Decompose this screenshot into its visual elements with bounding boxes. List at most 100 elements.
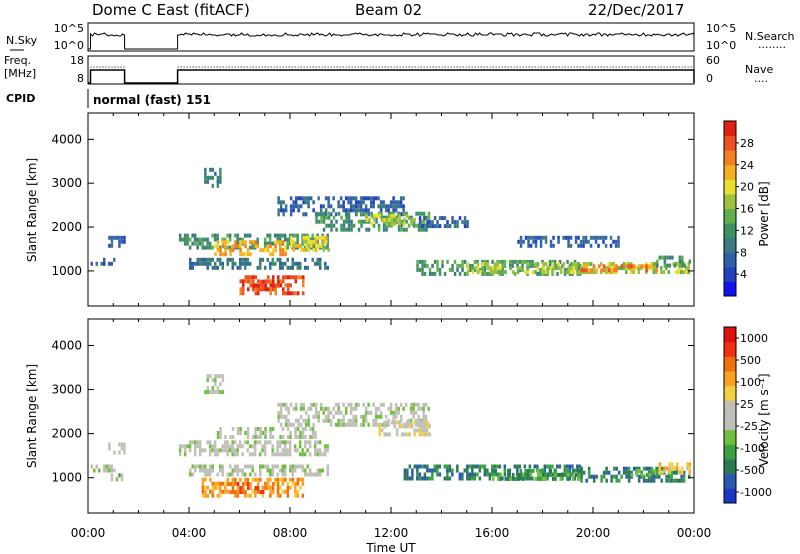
freq-strip: Freq. [MHz] 18 8 60 0 Nave .... xyxy=(4,54,773,85)
power-colorbar-swatch-2 xyxy=(724,252,736,268)
freq-right-tick-bottom: 0 xyxy=(706,72,713,85)
velocity-colorbar-label: Velocity [m s⁻¹] xyxy=(757,373,771,466)
power-colorbar-swatch-4 xyxy=(724,223,736,239)
power-colorbar-swatch-11 xyxy=(724,121,736,137)
power-patch-9 xyxy=(277,196,405,217)
cpid-value: normal (fast) 151 xyxy=(93,93,211,107)
velocity-xtick-label-6: 00:00 xyxy=(677,526,712,540)
velocity-ytick-label-0: 1000 xyxy=(51,471,82,485)
power-patch-11 xyxy=(365,213,416,226)
nsky-trace xyxy=(88,32,695,50)
freq-right-tick-top: 60 xyxy=(706,54,720,67)
power-colorbar-swatch-7 xyxy=(724,179,736,195)
velocity-colorbar-swatch-11 xyxy=(724,327,736,343)
power-patch-4 xyxy=(214,240,287,257)
power-data-patches xyxy=(90,167,692,296)
power-ytick-label-3: 4000 xyxy=(51,132,82,146)
velocity-colorbar-swatch-1 xyxy=(724,473,736,489)
power-patch-6 xyxy=(189,257,329,270)
velocity-patch-5 xyxy=(216,427,317,439)
velocity-colorbar: 1000 500 100 25 -25 -100 -500 -1000 xyxy=(723,326,772,504)
velocity-patch-8 xyxy=(226,482,280,495)
power-patch-1 xyxy=(108,235,126,248)
velocity-colorbar-swatch-7 xyxy=(724,385,736,401)
header: Dome C East (fitACF) Beam 02 22/Dec/2017 xyxy=(92,1,684,19)
velocity-colorbar-swatch-9 xyxy=(724,356,736,372)
power-colorbar-swatch-1 xyxy=(724,266,736,282)
velocity-patch-1 xyxy=(108,442,126,455)
power-patch-2 xyxy=(204,167,222,188)
power-colorbar-swatch-8 xyxy=(724,164,736,180)
freq-label: Freq. xyxy=(4,54,31,67)
velocity-colorbar-label-4: -25 xyxy=(740,420,758,433)
nsky-frame xyxy=(87,22,695,52)
power-y-axis: 1000 2000 3000 4000 xyxy=(51,132,694,278)
freq-trace xyxy=(88,66,695,84)
nsky-right-tick-top: 10^5 xyxy=(706,22,736,35)
power-patch-0 xyxy=(90,257,116,266)
velocity-panel: 1000 2000 3000 4000 00:00 04:00 08:00 12:00 16:… xyxy=(25,318,772,554)
power-colorbar-swatch-9 xyxy=(724,150,736,166)
velocity-xtick-label-1: 04:00 xyxy=(172,526,207,540)
velocity-patch-2 xyxy=(110,473,124,482)
velocity-y-axis-label: Slant Range [km] xyxy=(25,364,39,468)
velocity-colorbar-swatch-6 xyxy=(724,400,736,416)
velocity-data-patches xyxy=(90,374,692,498)
power-panel: 1000 2000 3000 4000 Slant Range [km] 4 8 12 16… xyxy=(25,112,771,307)
freq-line xyxy=(88,69,695,84)
power-colorbar-label: Power [dB] xyxy=(757,181,771,246)
power-colorbar-label-1: 8 xyxy=(740,246,747,259)
power-x-axis xyxy=(87,113,695,306)
power-ytick-label-0: 1000 xyxy=(51,264,82,278)
power-patch-5 xyxy=(290,235,330,252)
velocity-ytick-label-2: 3000 xyxy=(51,383,82,397)
cpid-label: CPID xyxy=(6,92,35,105)
velocity-patch-0 xyxy=(90,464,116,473)
power-patch-16 xyxy=(580,264,658,273)
velocity-ytick-label-1: 2000 xyxy=(51,427,82,441)
power-colorbar-swatch-5 xyxy=(724,208,736,224)
velocity-colorbar-swatch-4 xyxy=(724,429,736,445)
velocity-colorbar-frame xyxy=(723,326,737,504)
nsky-right-tick-bottom: 10^0 xyxy=(706,39,736,52)
power-colorbar-label-6: 28 xyxy=(740,137,754,150)
velocity-colorbar-label-7: -1000 xyxy=(740,486,772,499)
velocity-patch-10 xyxy=(378,420,431,437)
velocity-xtick-label-3: 12:00 xyxy=(374,526,409,540)
velocity-colorbar-swatch-8 xyxy=(724,371,736,387)
velocity-colorbar-label-0: 1000 xyxy=(740,332,768,345)
velocity-colorbar-swatch-3 xyxy=(724,444,736,460)
power-ytick-label-1: 2000 xyxy=(51,220,82,234)
nsky-left-tick-bottom: 10^0 xyxy=(54,39,84,52)
cpid-strip: CPID normal (fast) 151 xyxy=(6,89,211,108)
velocity-patch-6 xyxy=(189,464,329,477)
velocity-patch-12 xyxy=(492,468,582,481)
velocity-x-axis: 00:00 04:00 08:00 12:00 16:00 20:00 00:00 xyxy=(71,319,712,540)
velocity-colorbar-label-1: 500 xyxy=(740,354,761,367)
velocity-xtick-label-4: 16:00 xyxy=(475,526,510,540)
power-y-axis-label: Slant Range [km] xyxy=(25,158,39,262)
power-colorbar: 4 8 12 16 20 24 28 xyxy=(723,120,754,297)
velocity-patch-3 xyxy=(204,374,225,395)
date-title: 22/Dec/2017 xyxy=(588,1,684,19)
power-patch-12 xyxy=(418,216,469,229)
power-colorbar-label-2: 12 xyxy=(740,224,754,237)
nave-label: Nave xyxy=(745,63,773,76)
freq-left-tick-top: 18 xyxy=(70,54,84,67)
velocity-xtick-label-2: 08:00 xyxy=(273,526,308,540)
nsearch-label: N.Search xyxy=(745,30,795,43)
velocity-colorbar-swatch-10 xyxy=(724,341,736,357)
velocity-colorbar-swatch-0 xyxy=(724,488,736,504)
velocity-colorbar-label-3: 25 xyxy=(740,398,754,411)
velocity-x-axis-label: Time UT xyxy=(365,541,416,554)
power-colorbar-swatch-0 xyxy=(724,281,736,297)
power-colorbar-label-4: 20 xyxy=(740,181,754,194)
nsky-left-tick-top: 10^5 xyxy=(54,22,84,35)
power-patch-8 xyxy=(252,279,280,288)
velocity-colorbar-swatch-5 xyxy=(724,415,736,431)
velocity-patch-7 xyxy=(201,477,305,498)
velocity-y-axis: 1000 2000 3000 4000 xyxy=(51,338,694,485)
power-patch-7 xyxy=(239,275,305,296)
velocity-patch-15 xyxy=(658,462,692,475)
